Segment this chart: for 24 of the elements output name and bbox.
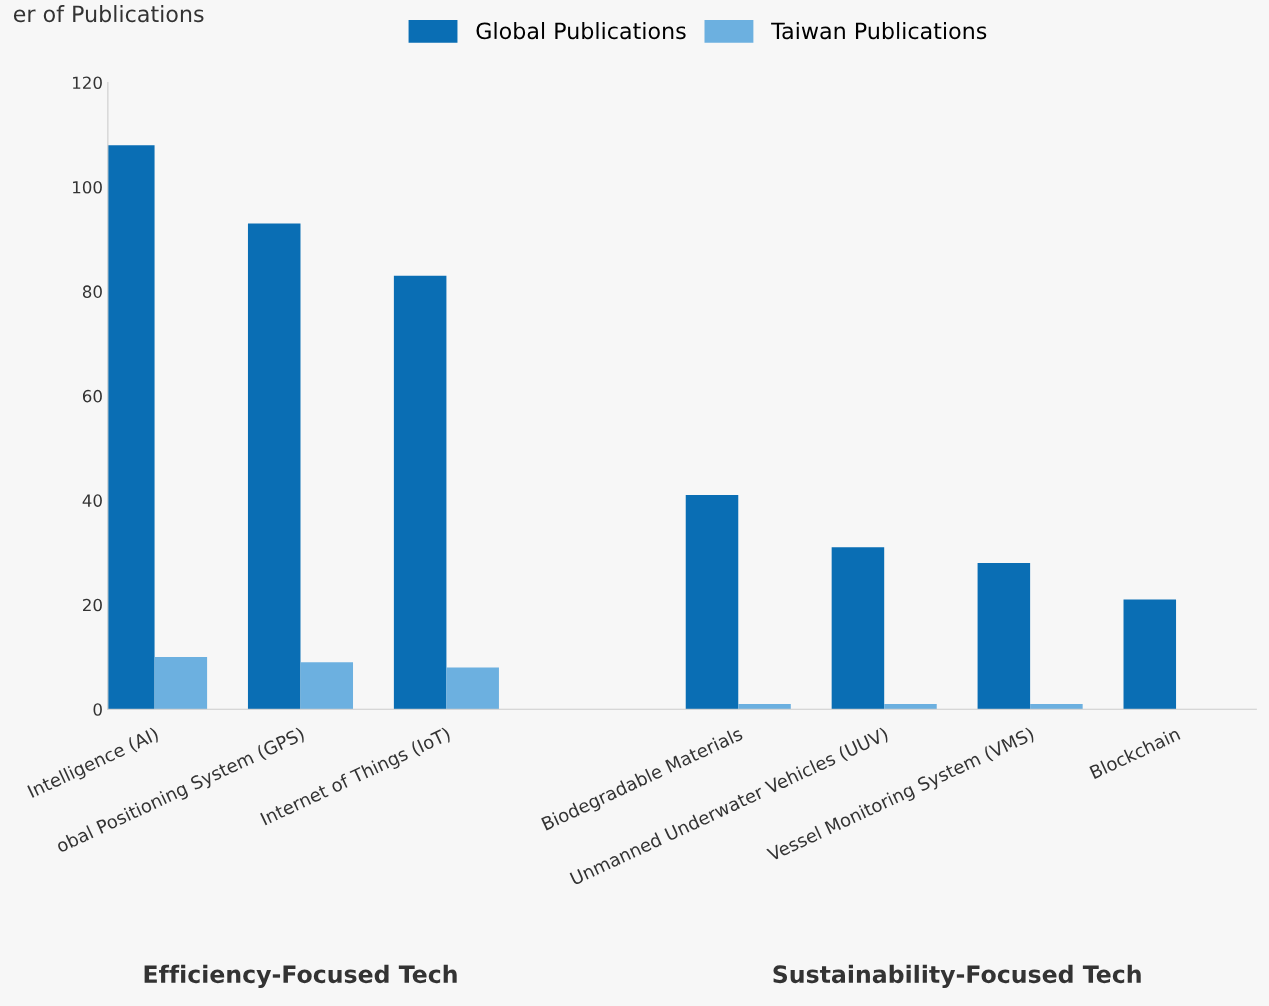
legend-label: Global Publications	[476, 22, 686, 40]
bar	[738, 704, 791, 710]
bar	[884, 704, 937, 710]
text: Sustainability-Focused Tech	[773, 964, 1141, 988]
bar	[685, 495, 739, 710]
bar	[300, 662, 354, 710]
legend-label: Taiwan Publications	[771, 22, 987, 40]
bar	[446, 667, 499, 710]
bar	[831, 547, 885, 710]
y-tick-label: 60	[82, 389, 102, 403]
bar	[1030, 704, 1083, 710]
bar	[154, 657, 208, 710]
y-tick-label: 0	[93, 703, 102, 716]
y-tick-label: 120	[73, 76, 102, 90]
y-tick-label: 40	[82, 494, 102, 507]
bar	[393, 275, 447, 710]
y-axis-title: er of Publications	[13, 5, 204, 23]
text: Efficiency-Focused Tech	[144, 964, 457, 988]
y-tick-label: 100	[73, 180, 102, 194]
y-tick-label: 20	[83, 598, 102, 612]
bar	[247, 223, 301, 710]
bar	[977, 562, 1031, 710]
bar	[1123, 599, 1177, 710]
y-tick-label: 80	[82, 285, 102, 298]
